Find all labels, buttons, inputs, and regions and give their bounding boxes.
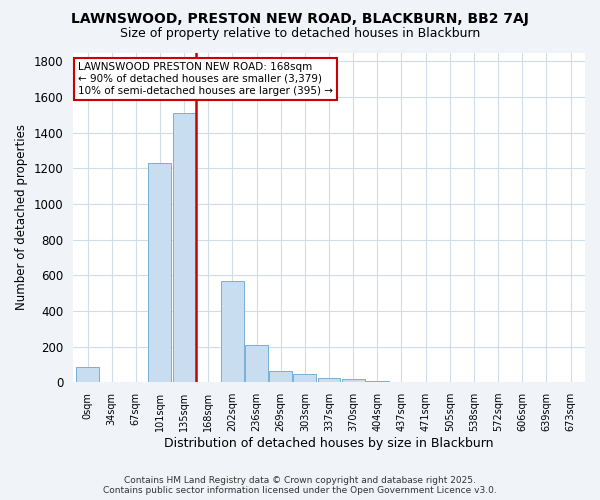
Bar — [148, 163, 172, 382]
Bar — [341, 378, 365, 382]
Y-axis label: Number of detached properties: Number of detached properties — [15, 124, 28, 310]
Text: LAWNSWOOD PRESTON NEW ROAD: 168sqm
← 90% of detached houses are smaller (3,379)
: LAWNSWOOD PRESTON NEW ROAD: 168sqm ← 90%… — [78, 62, 333, 96]
Text: LAWNSWOOD, PRESTON NEW ROAD, BLACKBURN, BB2 7AJ: LAWNSWOOD, PRESTON NEW ROAD, BLACKBURN, … — [71, 12, 529, 26]
Bar — [317, 378, 340, 382]
Bar — [269, 370, 292, 382]
Bar — [293, 374, 316, 382]
Text: Contains HM Land Registry data © Crown copyright and database right 2025.
Contai: Contains HM Land Registry data © Crown c… — [103, 476, 497, 495]
X-axis label: Distribution of detached houses by size in Blackburn: Distribution of detached houses by size … — [164, 437, 494, 450]
Text: Size of property relative to detached houses in Blackburn: Size of property relative to detached ho… — [120, 28, 480, 40]
Bar — [245, 345, 268, 382]
Bar — [221, 280, 244, 382]
Bar — [76, 367, 99, 382]
Bar — [173, 113, 196, 382]
